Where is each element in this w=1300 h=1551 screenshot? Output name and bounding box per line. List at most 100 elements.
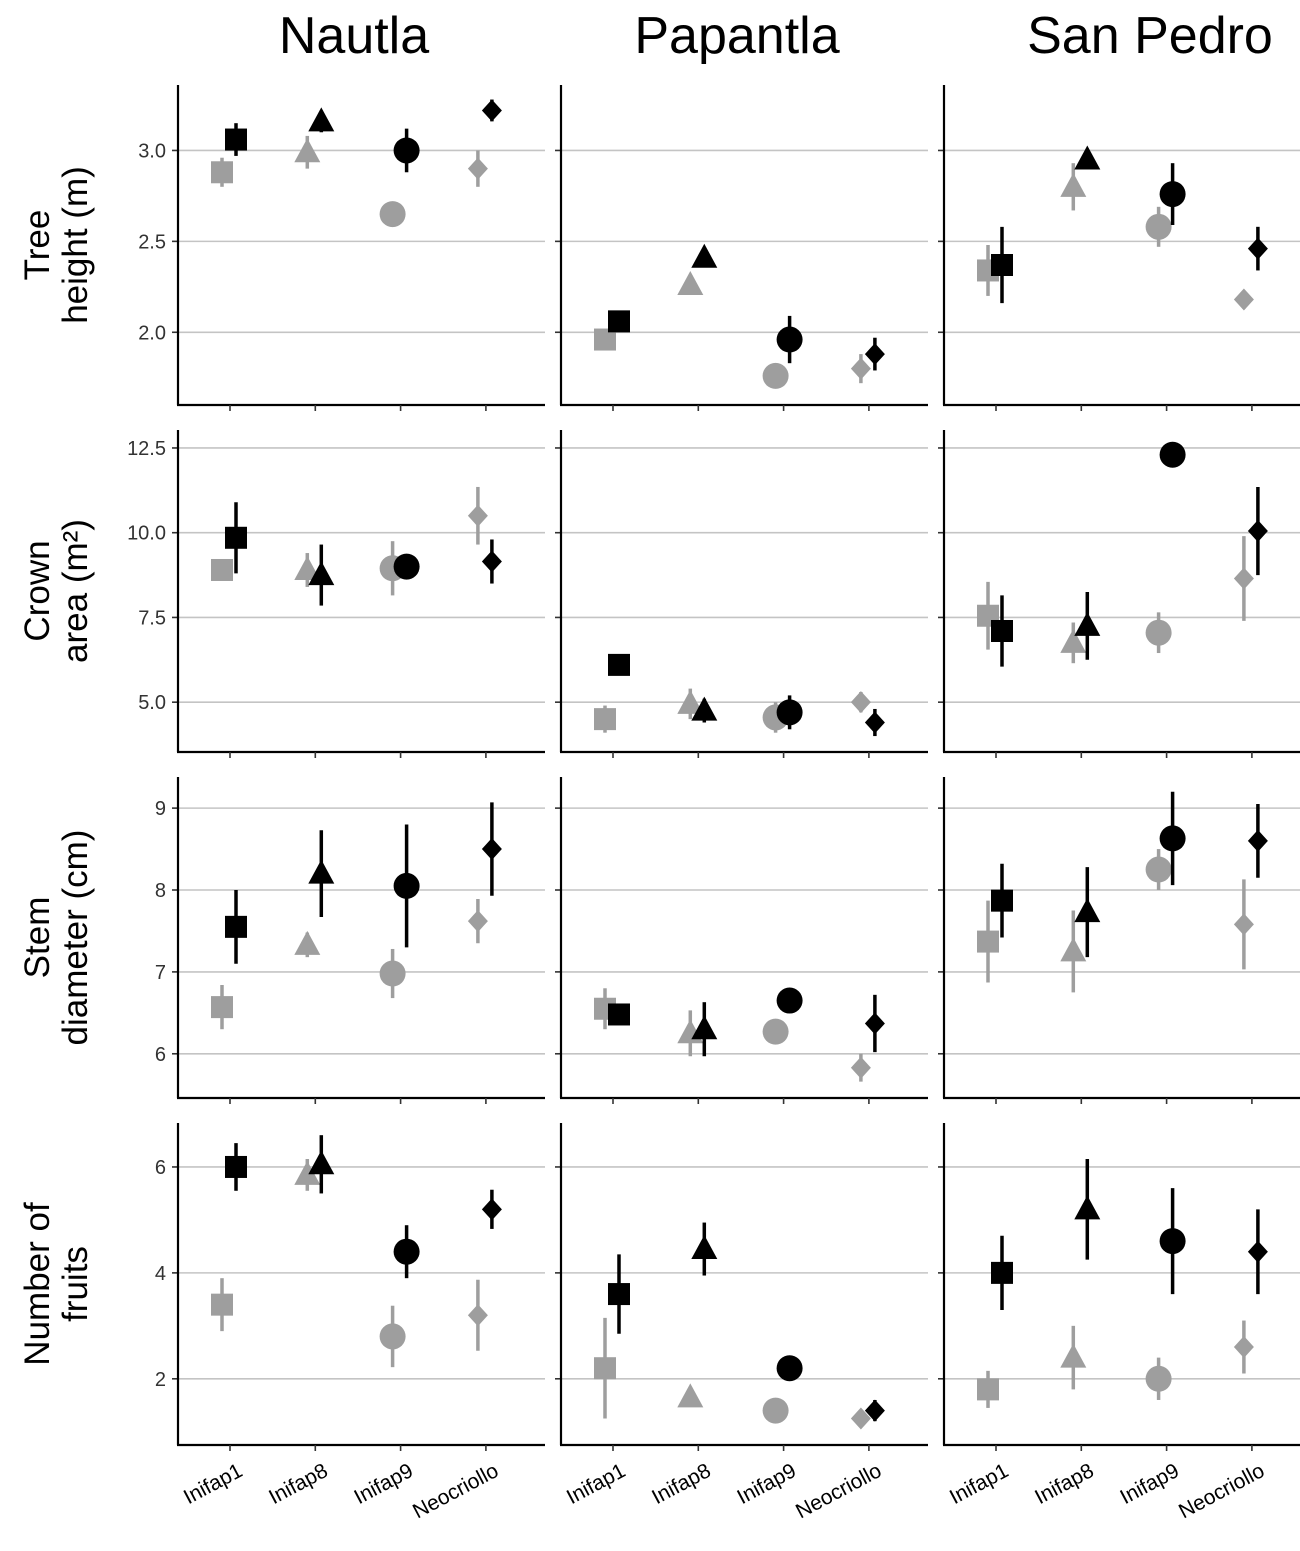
black-point-circle xyxy=(393,1238,420,1265)
black-point-circle xyxy=(1159,181,1186,208)
black-point-triangle xyxy=(308,561,335,586)
grey-point-triangle xyxy=(1060,1343,1087,1368)
black-point-square xyxy=(225,128,247,151)
x-tick-label: Inifap1 xyxy=(563,1459,629,1509)
panel: 6 7 8 9 xyxy=(155,777,545,1104)
grey-point-diamond xyxy=(1233,1336,1254,1359)
black-point-square xyxy=(608,1283,630,1306)
panel: 5.0 7.5 10.0 12.5 xyxy=(127,430,545,758)
black-point-diamond xyxy=(1247,520,1268,543)
black-point-square xyxy=(991,889,1013,912)
x-tick-label: Inifap8 xyxy=(265,1459,331,1509)
column-title: Papantla xyxy=(634,7,839,65)
grey-point-square xyxy=(977,1378,999,1401)
black-point-square xyxy=(608,1003,630,1026)
grey-point-circle xyxy=(762,362,789,389)
black-point-triangle xyxy=(1074,1195,1101,1220)
y-axis-label-line: Stem xyxy=(18,897,57,979)
panel: 2.0 2.5 3.0 xyxy=(138,85,545,411)
grey-point-square xyxy=(211,558,233,581)
x-tick-label: Inifap1 xyxy=(946,1459,1012,1509)
y-tick-label: 3.0 xyxy=(138,140,166,162)
black-point-triangle xyxy=(308,107,335,132)
black-point-diamond xyxy=(481,550,502,573)
black-point-diamond xyxy=(1247,237,1268,260)
x-tick-label: Inifap9 xyxy=(350,1459,416,1509)
grey-point-diamond xyxy=(1233,288,1254,311)
grey-point-diamond xyxy=(850,1056,871,1079)
black-point-diamond xyxy=(1247,1240,1268,1263)
black-point-circle xyxy=(776,987,803,1014)
grey-point-diamond xyxy=(1233,567,1254,590)
grey-point-circle xyxy=(379,201,406,228)
panel xyxy=(555,777,928,1104)
grey-point-square xyxy=(211,1293,233,1316)
black-point-diamond xyxy=(481,1198,502,1221)
black-point-square xyxy=(225,1155,247,1178)
grey-point-triangle xyxy=(677,1383,704,1408)
black-point-triangle xyxy=(691,1235,718,1260)
x-tick-label: Neocriollo xyxy=(409,1459,502,1523)
black-point-diamond xyxy=(864,711,885,734)
y-tick-label: 10.0 xyxy=(127,523,166,545)
black-point-diamond xyxy=(481,838,502,861)
y-tick-label: 7 xyxy=(155,962,166,984)
grey-point-triangle xyxy=(1060,937,1087,962)
black-point-diamond xyxy=(864,343,885,366)
panel xyxy=(938,777,1300,1104)
grey-point-triangle xyxy=(1060,172,1087,197)
row-label: Tree height (m) xyxy=(18,166,95,324)
black-point-triangle xyxy=(1074,898,1101,923)
black-point-triangle xyxy=(691,696,718,721)
y-axis-label-line: diameter (cm) xyxy=(56,830,95,1046)
black-point-circle xyxy=(1159,825,1186,852)
grey-point-square xyxy=(594,328,616,351)
black-point-diamond xyxy=(864,1012,885,1035)
grey-point-triangle xyxy=(294,1160,321,1185)
black-point-diamond xyxy=(1247,829,1268,852)
grey-point-circle xyxy=(1145,619,1172,646)
y-tick-label: 5.0 xyxy=(138,692,166,714)
panel xyxy=(938,85,1300,411)
y-axis-label-line: height (m) xyxy=(56,166,95,324)
black-point-square xyxy=(991,254,1013,276)
grey-point-circle xyxy=(379,960,406,987)
grey-point-circle xyxy=(762,1018,789,1045)
panel xyxy=(938,430,1300,758)
y-tick-label: 8 xyxy=(155,880,166,902)
y-tick-label: 7.5 xyxy=(138,607,166,629)
y-tick-label: 9 xyxy=(155,798,166,820)
row-label: Number of fruits xyxy=(18,1202,95,1366)
black-point-triangle xyxy=(691,1015,718,1040)
black-point-triangle xyxy=(1074,145,1101,170)
black-point-circle xyxy=(393,872,420,899)
panel xyxy=(555,430,928,758)
black-point-triangle xyxy=(308,859,335,884)
x-tick-label: Neocriollo xyxy=(792,1459,885,1523)
row-label: Stem diameter (cm) xyxy=(18,830,95,1046)
black-point-circle xyxy=(1159,441,1186,468)
grey-point-triangle xyxy=(294,930,321,955)
y-axis-label-line: Number of xyxy=(18,1202,57,1366)
grey-point-square xyxy=(594,708,616,731)
grey-point-diamond xyxy=(850,1407,871,1430)
black-point-triangle xyxy=(1074,611,1101,636)
x-tick-label: Neocriollo xyxy=(1175,1459,1268,1523)
grey-point-triangle xyxy=(1060,628,1087,653)
black-point-circle xyxy=(776,1355,803,1382)
grey-point-triangle xyxy=(677,689,704,714)
y-tick-label: 2.0 xyxy=(138,322,166,344)
y-axis-label-line: area (m²) xyxy=(56,519,95,663)
black-point-circle xyxy=(1159,1228,1186,1255)
grey-point-circle xyxy=(1145,856,1172,883)
grey-point-square xyxy=(594,1357,616,1380)
y-tick-label: 4 xyxy=(155,1263,166,1285)
black-point-square xyxy=(608,653,630,676)
grey-point-diamond xyxy=(467,157,488,180)
x-tick-label: Inifap8 xyxy=(648,1459,714,1509)
x-tick-label: Inifap9 xyxy=(733,1459,799,1509)
grey-point-diamond xyxy=(850,691,871,714)
black-point-triangle xyxy=(691,243,718,268)
